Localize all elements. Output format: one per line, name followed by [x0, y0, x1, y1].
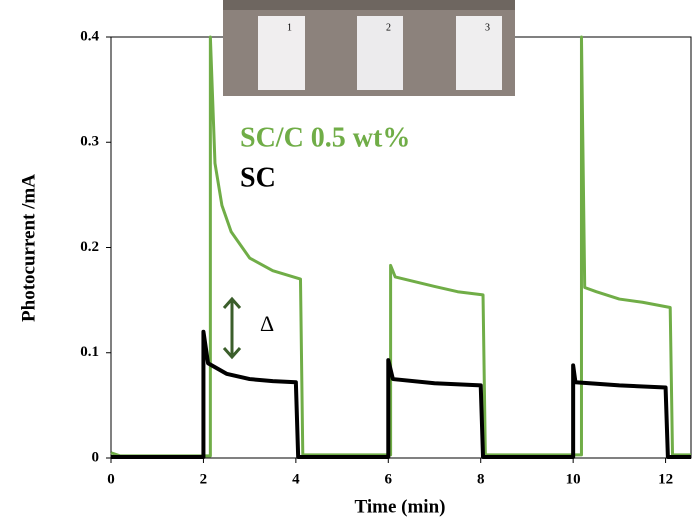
y-tick-label: 0 — [92, 449, 100, 465]
y-tick-label: 0.4 — [80, 28, 99, 44]
arrow-head — [222, 296, 242, 309]
y-axis-label: Photocurrent /mA — [18, 174, 39, 322]
x-tick-label: 2 — [200, 471, 208, 487]
x-tick-label: 0 — [107, 471, 115, 487]
sample — [456, 16, 502, 90]
sample-label: 1 — [287, 22, 292, 33]
data-line — [110, 35, 691, 458]
x-axis-label: Time (min) — [355, 496, 446, 517]
sample-label: 3 — [485, 22, 490, 33]
delta-arrow — [222, 296, 242, 360]
photo-shadow — [223, 0, 515, 10]
x-tick-label: 12 — [658, 471, 673, 487]
x-tick-label: 4 — [292, 471, 300, 487]
x-tick-label: 6 — [385, 471, 393, 487]
x-tick-label: 10 — [566, 471, 581, 487]
x-tick-label: 8 — [477, 471, 485, 487]
inset-photo: 1 2 3 — [223, 0, 515, 96]
arrow-head — [222, 347, 242, 360]
y-tick-label: 0.2 — [80, 239, 99, 255]
sample — [357, 16, 403, 90]
plot-frame — [110, 36, 692, 459]
sample-label: 2 — [386, 22, 391, 33]
data-line — [111, 329, 691, 459]
sample — [258, 16, 305, 90]
annotation: Δ — [260, 311, 274, 336]
legend-entry: SC — [240, 162, 276, 193]
y-tick-label: 0.1 — [80, 344, 99, 360]
y-tick-label: 0.3 — [80, 134, 99, 150]
legend-entry: SC/C 0.5 wt% — [240, 122, 410, 153]
